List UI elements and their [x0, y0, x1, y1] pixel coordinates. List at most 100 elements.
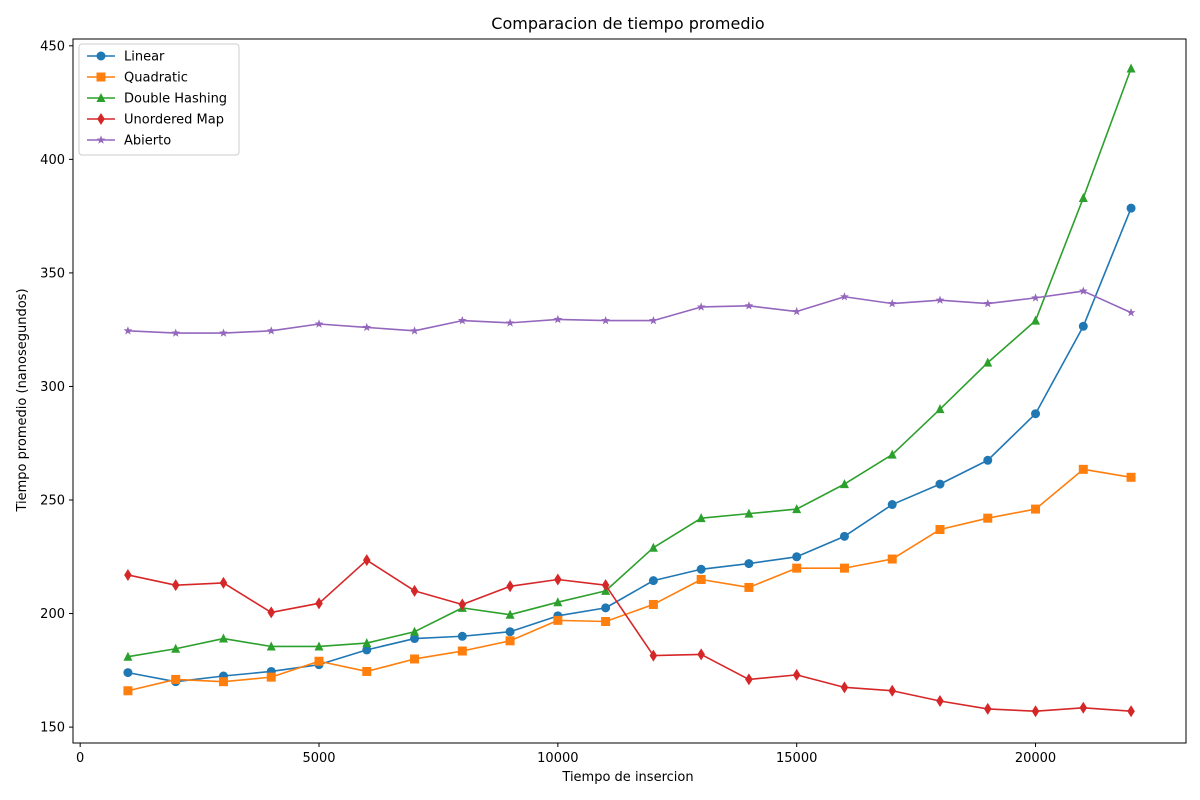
data-point: [648, 542, 658, 552]
data-point: [1126, 472, 1136, 482]
data-point: [983, 455, 993, 465]
data-point: [1079, 701, 1088, 714]
data-point: [935, 295, 945, 304]
series-unordered-map: [124, 554, 1135, 718]
legend-entry: Linear: [87, 50, 165, 65]
x-tick-label: 15000: [776, 751, 817, 766]
data-point: [697, 648, 705, 661]
data-point: [983, 702, 992, 715]
data-point: [983, 357, 993, 367]
y-tick-label: 200: [40, 607, 65, 622]
data-point: [457, 646, 467, 656]
data-point: [792, 563, 802, 573]
series-line: [127, 559, 1132, 713]
data-point: [314, 319, 324, 328]
data-point: [887, 554, 897, 564]
data-point: [315, 597, 323, 610]
data-point: [218, 633, 228, 643]
data-point: [553, 597, 563, 607]
data-point: [458, 598, 467, 611]
data-point: [1126, 308, 1136, 317]
data-point: [601, 579, 610, 592]
axes: 0 5000 10000 15000 20000 150 200 250 300 350 400 45…: [40, 38, 1187, 766]
legend-label: Abierto: [124, 134, 171, 149]
y-tick-label: 400: [40, 153, 65, 168]
data-point: [792, 504, 802, 514]
data-point: [839, 563, 849, 573]
data-point: [266, 326, 276, 335]
data-point: [410, 626, 420, 636]
legend-entry: Unordered Map: [87, 113, 224, 128]
data-point: [887, 298, 897, 308]
data-point: [840, 681, 849, 694]
data-point: [218, 677, 228, 687]
data-point: [935, 479, 945, 489]
data-point: [888, 684, 897, 697]
data-point: [744, 559, 754, 569]
data-point: [505, 609, 515, 619]
plot-area: [123, 63, 1136, 718]
legend-box: [78, 43, 240, 156]
legend-entry: Double Hashing: [87, 92, 227, 107]
data-point: [792, 552, 802, 562]
axes-frame: [72, 38, 1187, 744]
data-point: [457, 631, 467, 641]
series-line: [127, 207, 1132, 683]
y-tick-label: 150: [40, 721, 65, 736]
legend-marker: [97, 113, 105, 125]
data-point: [840, 292, 849, 301]
data-point: [983, 298, 993, 308]
y-tick-label: 350: [40, 266, 65, 281]
legend-entry: Quadratic: [87, 71, 188, 86]
legend-marker: [96, 51, 106, 61]
y-tick-label: 450: [40, 39, 65, 54]
legend-label: Quadratic: [124, 71, 188, 86]
data-point: [839, 531, 849, 541]
data-point: [553, 314, 563, 324]
data-point: [1126, 203, 1136, 213]
data-point: [601, 603, 611, 613]
data-point: [1127, 705, 1135, 718]
data-point: [1078, 286, 1088, 295]
data-point: [219, 328, 228, 337]
data-point: [267, 606, 276, 619]
data-point: [1126, 63, 1136, 73]
y-tick-label: 300: [40, 380, 65, 395]
data-point: [362, 322, 372, 332]
y-tick-label: 250: [40, 494, 65, 509]
x-axis-label: Tiempo de insercion: [561, 770, 693, 785]
series-line: [127, 468, 1132, 692]
data-point: [123, 326, 133, 335]
series-linear: [123, 203, 1136, 687]
data-point: [123, 686, 133, 696]
data-point: [123, 651, 133, 661]
data-point: [935, 404, 945, 414]
data-point: [648, 576, 658, 586]
data-point: [745, 673, 753, 686]
series-line: [127, 68, 1132, 658]
data-point: [601, 316, 610, 325]
data-point: [696, 513, 706, 523]
data-point: [457, 316, 467, 325]
y-axis-label: Tiempo promedio (nanosegundos): [15, 288, 30, 512]
data-point: [266, 641, 276, 651]
data-point: [936, 694, 944, 707]
data-point: [696, 574, 706, 584]
series-quadratic: [123, 464, 1136, 696]
data-point: [266, 672, 276, 682]
data-point: [792, 668, 801, 681]
data-point: [887, 449, 897, 459]
data-point: [410, 326, 419, 335]
chart-title: Comparacion de tiempo promedio: [491, 14, 764, 33]
data-point: [1031, 409, 1041, 419]
data-point: [744, 508, 754, 518]
x-tick-label: 5000: [302, 751, 335, 766]
legend-marker: [96, 93, 106, 102]
data-point: [410, 654, 420, 664]
series-line: [127, 290, 1132, 334]
data-point: [506, 580, 514, 593]
data-point: [1078, 321, 1088, 331]
data-point: [362, 645, 372, 655]
data-point: [648, 599, 658, 609]
data-point: [123, 668, 133, 678]
